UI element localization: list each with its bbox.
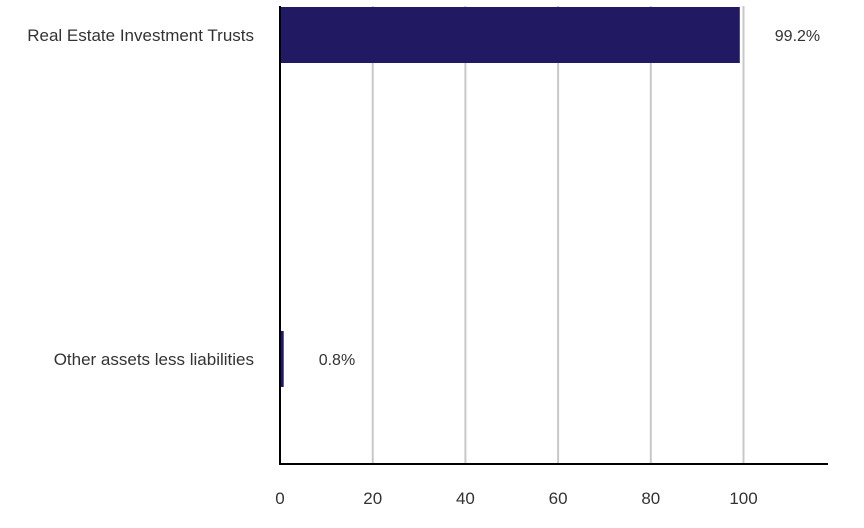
category-label: Real Estate Investment Trusts [27,26,254,45]
data-label: 99.2% [775,28,820,45]
gridlines [371,6,745,464]
category-label: Other assets less liabilities [54,350,254,369]
data-label: 0.8% [319,352,355,369]
x-tick-label: 100 [729,489,757,508]
bar [280,331,284,387]
x-tick-label: 40 [456,489,475,508]
x-tick-label: 60 [549,489,568,508]
bars [280,7,740,387]
labels: 0 20 40 60 80 100 Real Estate Investment Trust… [27,26,820,508]
axes [279,6,828,465]
x-tick-label: 20 [363,489,382,508]
x-tick-label: 80 [641,489,660,508]
x-tick-label: 0 [275,489,284,508]
bar [280,7,740,63]
